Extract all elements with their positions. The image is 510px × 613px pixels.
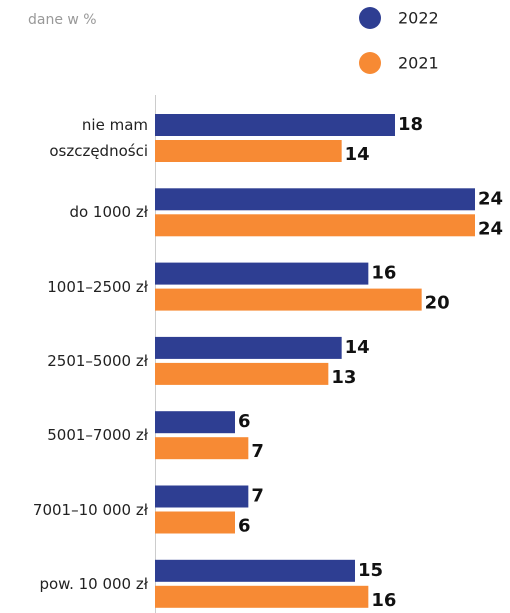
bar	[155, 485, 249, 508]
value-label: 24	[478, 188, 503, 209]
value-label: 24	[478, 218, 503, 239]
value-label: 16	[371, 263, 396, 284]
bar	[155, 336, 342, 359]
category-label: nie mam oszczędności	[49, 116, 148, 160]
category-label: 2501–5000 zł	[47, 351, 148, 370]
category-label: do 1000 zł	[69, 203, 148, 222]
subtitle: dane w %	[28, 12, 97, 28]
value-label: 20	[425, 293, 450, 314]
value-label: 14	[345, 144, 370, 165]
bar	[155, 262, 369, 285]
value-label: 15	[358, 560, 383, 581]
bar	[155, 362, 329, 385]
legend-swatch	[359, 52, 381, 74]
bar	[155, 559, 355, 582]
bar	[155, 411, 235, 434]
value-label: 6	[238, 411, 251, 432]
value-label: 16	[371, 590, 396, 611]
value-label: 14	[345, 337, 370, 358]
value-label: 6	[238, 516, 251, 537]
bar	[155, 140, 342, 162]
bar	[155, 511, 235, 534]
legend-label: 2021	[398, 54, 439, 73]
bar	[155, 114, 395, 136]
legend-label: 2022	[398, 9, 439, 28]
category-label: 7001–10 000 zł	[32, 500, 148, 519]
value-label: 13	[331, 367, 356, 388]
bar	[155, 585, 369, 608]
bar	[155, 437, 249, 460]
bar	[155, 188, 475, 211]
legend-swatch	[359, 7, 381, 29]
category-label: pow. 10 000 zł	[39, 574, 148, 593]
value-label: 7	[251, 486, 264, 507]
value-label: 18	[398, 114, 423, 135]
category-label: 1001–2500 zł	[47, 277, 148, 296]
bar	[155, 288, 422, 311]
bar	[155, 214, 475, 237]
value-label: 7	[251, 441, 264, 462]
category-label: 5001–7000 zł	[47, 426, 148, 445]
